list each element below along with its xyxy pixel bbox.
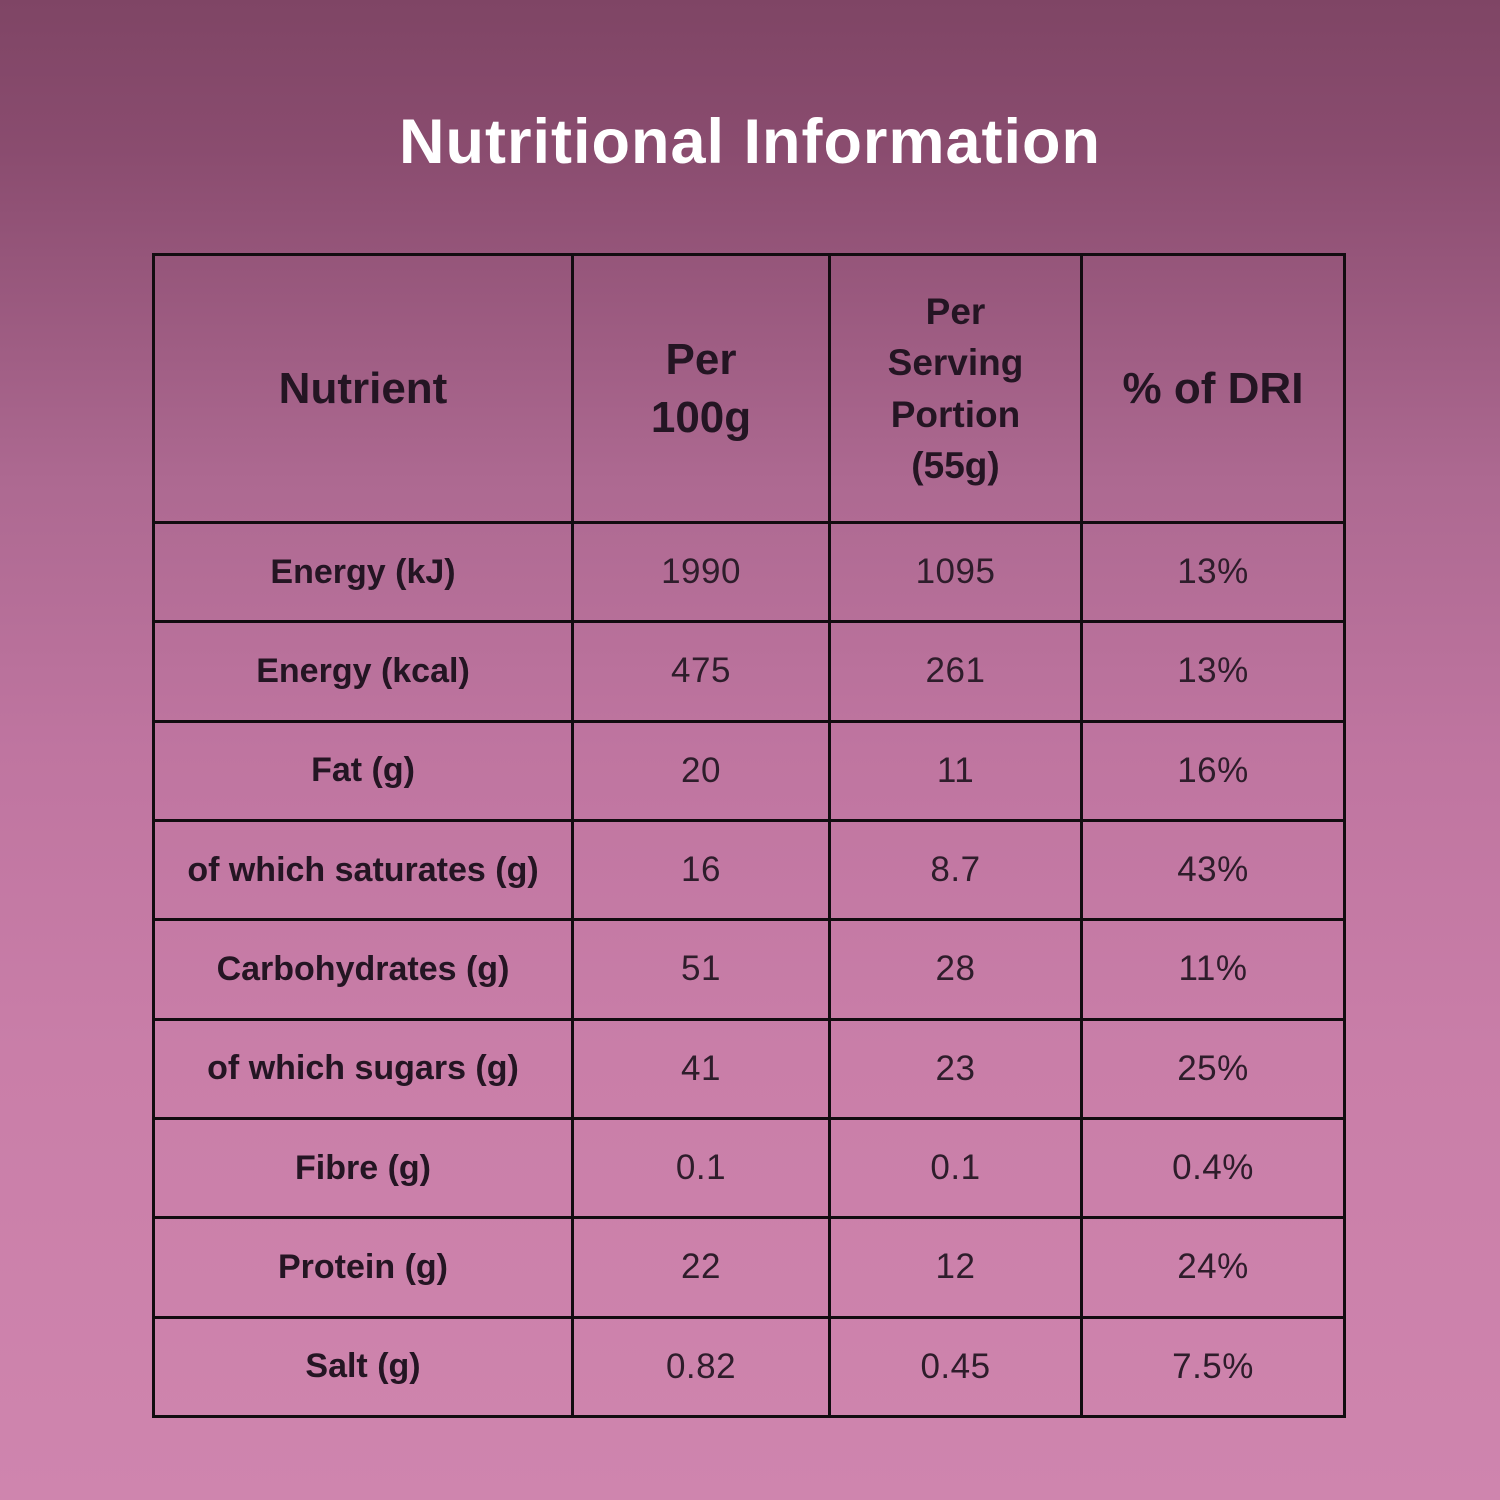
header-cell-per-100g: Per 100g — [571, 253, 831, 524]
table-row: Salt (g) 0.82 0.45 7.5% — [152, 1315, 1346, 1419]
header-cell-per-serving: Per Serving Portion (55g) — [828, 253, 1083, 524]
table-row: Fat (g) 20 11 16% — [152, 719, 1346, 822]
table-row: Fibre (g) 0.1 0.1 0.4% — [152, 1116, 1346, 1220]
pct-dri-cell: 7.5% — [1080, 1315, 1346, 1419]
table-row: of which saturates (g) 16 8.7 43% — [152, 818, 1346, 922]
nutrient-label-cell: Energy (kJ) — [152, 520, 574, 624]
table-row: Energy (kcal) 475 261 13% — [152, 620, 1346, 723]
per-100g-cell: 22 — [571, 1216, 831, 1319]
per-100g-cell: 1990 — [571, 520, 831, 624]
per-serving-cell: 261 — [828, 620, 1083, 723]
per-100g-cell: 475 — [571, 620, 831, 723]
nutrient-label-cell: Salt (g) — [152, 1315, 574, 1419]
nutrient-label-cell: Fat (g) — [152, 719, 574, 822]
pct-dri-cell: 25% — [1080, 1017, 1346, 1120]
nutrient-label-cell: of which sugars (g) — [152, 1017, 574, 1120]
per-100g-cell: 20 — [571, 719, 831, 822]
per-serving-cell: 28 — [828, 918, 1083, 1021]
per-serving-cell: 0.45 — [828, 1315, 1083, 1419]
pct-dri-cell: 16% — [1080, 719, 1346, 822]
per-serving-cell: 1095 — [828, 520, 1083, 624]
per-100g-cell: 51 — [571, 918, 831, 1021]
per-100g-cell: 0.1 — [571, 1116, 831, 1220]
nutrient-label-cell: Protein (g) — [152, 1216, 574, 1319]
pct-dri-cell: 0.4% — [1080, 1116, 1346, 1220]
header-cell-nutrient: Nutrient — [152, 253, 574, 524]
per-serving-cell: 0.1 — [828, 1116, 1083, 1220]
nutrition-table: Nutrient Per 100g Per Serving Portion (5… — [152, 253, 1346, 1419]
pct-dri-cell: 24% — [1080, 1216, 1346, 1319]
table-row: Protein (g) 22 12 24% — [152, 1216, 1346, 1319]
page-title: Nutritional Information — [399, 107, 1101, 177]
pct-dri-cell: 13% — [1080, 620, 1346, 723]
nutrient-label-cell: Carbohydrates (g) — [152, 918, 574, 1021]
per-100g-cell: 41 — [571, 1017, 831, 1120]
table-row: Carbohydrates (g) 51 28 11% — [152, 918, 1346, 1021]
table-header-row: Nutrient Per 100g Per Serving Portion (5… — [152, 253, 1346, 524]
table-row: of which sugars (g) 41 23 25% — [152, 1017, 1346, 1120]
table-row: Energy (kJ) 1990 1095 13% — [152, 520, 1346, 624]
per-100g-cell: 0.82 — [571, 1315, 831, 1419]
pct-dri-cell: 11% — [1080, 918, 1346, 1021]
nutrient-label-cell: Fibre (g) — [152, 1116, 574, 1220]
per-serving-cell: 12 — [828, 1216, 1083, 1319]
per-serving-cell: 23 — [828, 1017, 1083, 1120]
table-row: Nutrient Per 100g Per Serving Portion (5… — [152, 253, 1346, 524]
per-100g-cell: 16 — [571, 818, 831, 922]
pct-dri-cell: 13% — [1080, 520, 1346, 624]
nutrient-label-cell: of which saturates (g) — [152, 818, 574, 922]
nutrient-label-cell: Energy (kcal) — [152, 620, 574, 723]
header-cell-pct-dri: % of DRI — [1080, 253, 1346, 524]
per-serving-cell: 11 — [828, 719, 1083, 822]
pct-dri-cell: 43% — [1080, 818, 1346, 922]
per-serving-cell: 8.7 — [828, 818, 1083, 922]
